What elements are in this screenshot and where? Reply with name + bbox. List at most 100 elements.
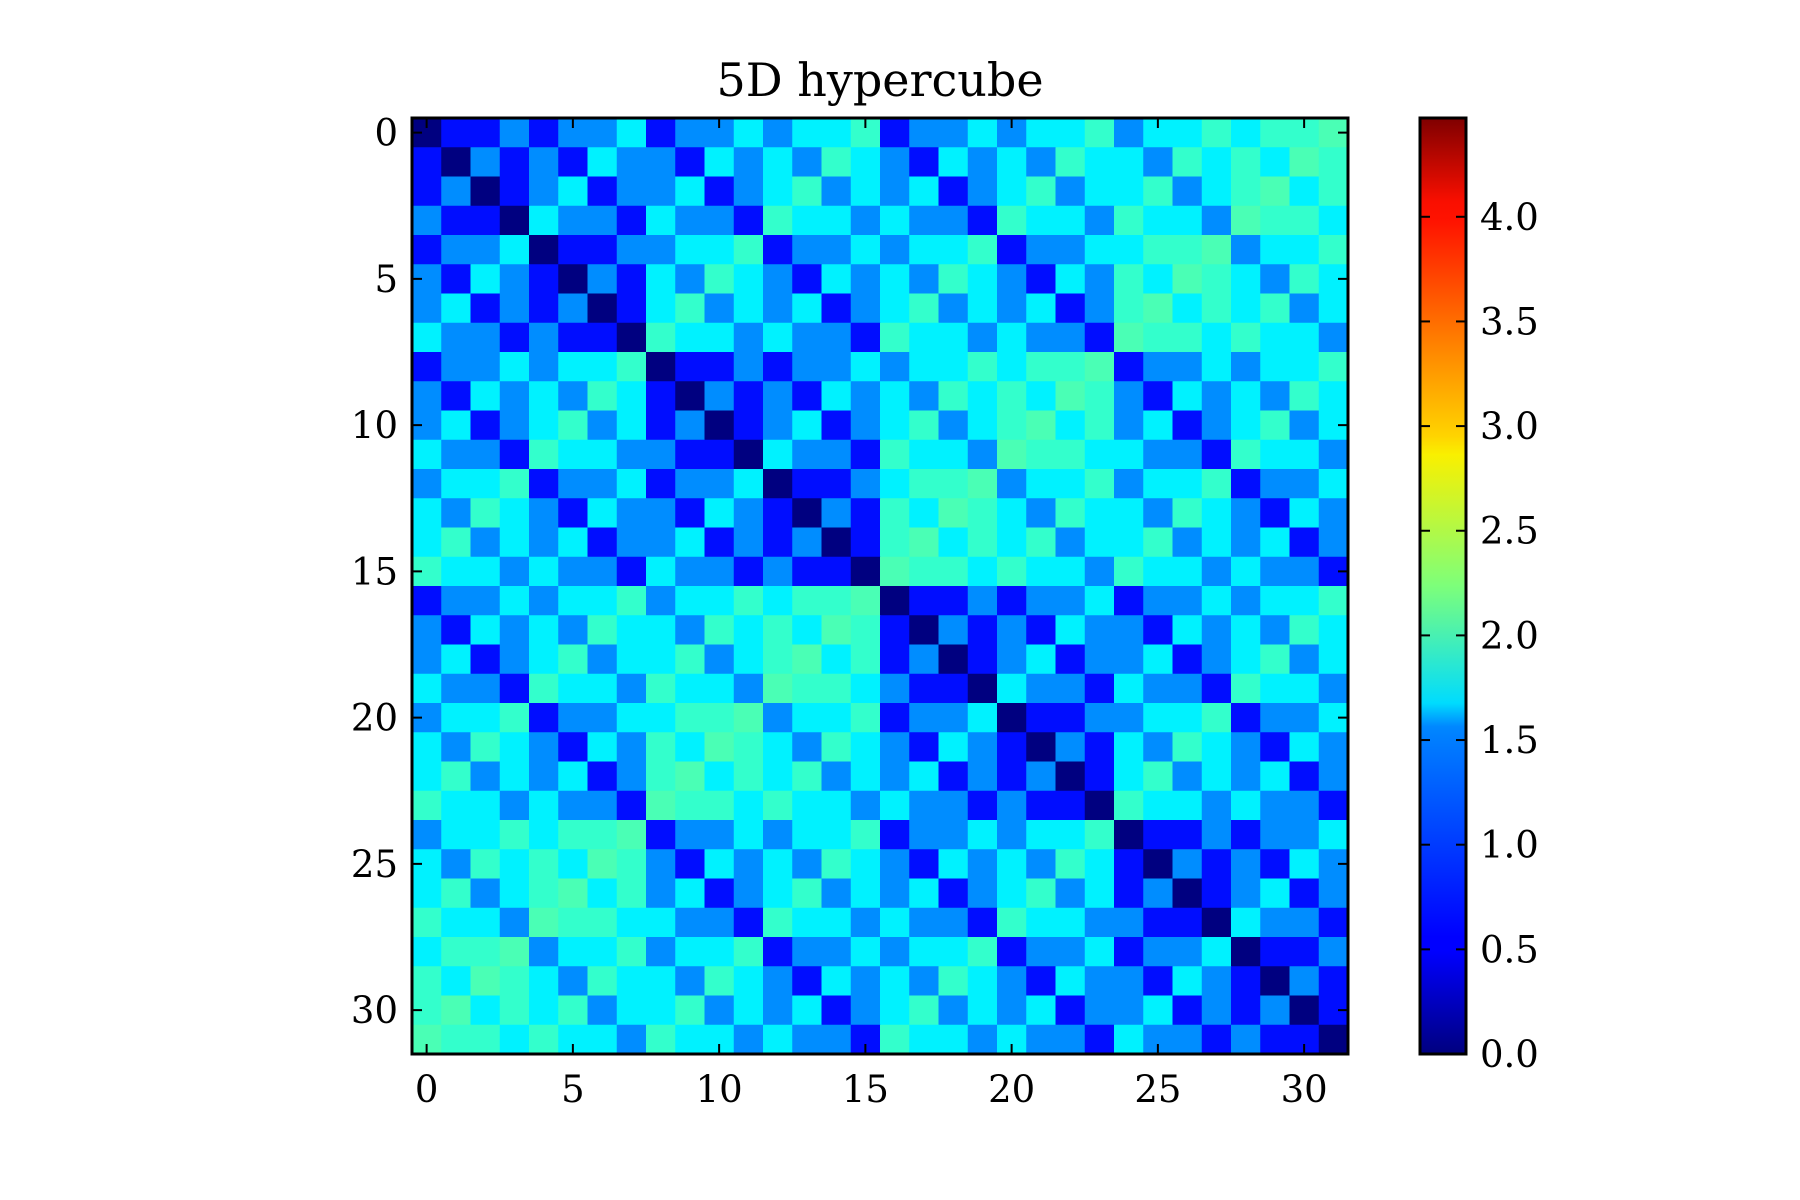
- heatmap-cell: [587, 615, 618, 646]
- heatmap-cell: [938, 732, 969, 763]
- heatmap-cell: [1318, 293, 1349, 324]
- heatmap-cell: [1055, 469, 1086, 499]
- heatmap-cell: [1318, 352, 1349, 382]
- heatmap-cell: [1084, 995, 1115, 1026]
- heatmap-cell: [1260, 966, 1291, 997]
- heatmap-cell: [1026, 732, 1057, 763]
- heatmap-cell: [616, 703, 647, 733]
- heatmap-cell: [441, 732, 472, 763]
- heatmap-cell: [792, 118, 823, 148]
- heatmap-cell: [558, 761, 589, 792]
- heatmap-cell: [675, 703, 706, 733]
- heatmap-cell: [938, 235, 969, 265]
- heatmap-cell: [1231, 673, 1261, 704]
- heatmap-cell: [558, 527, 589, 558]
- heatmap-cell: [1172, 527, 1203, 558]
- heatmap-cell: [529, 644, 559, 675]
- heatmap-cell: [616, 118, 647, 148]
- heatmap-cell: [1172, 439, 1203, 470]
- heatmap-cell: [587, 176, 618, 207]
- heatmap-cell: [1084, 878, 1115, 909]
- heatmap-cell: [1260, 235, 1291, 265]
- heatmap-cell: [470, 849, 501, 880]
- heatmap-cell: [470, 644, 501, 675]
- heatmap-cell: [1318, 381, 1349, 412]
- heatmap-cell: [646, 205, 676, 236]
- heatmap-cell: [1318, 907, 1349, 938]
- heatmap-cell: [763, 644, 793, 675]
- colorbar-frame: [1418, 116, 1468, 1056]
- heatmap-cell: [1026, 176, 1057, 207]
- heatmap-cell: [1260, 293, 1291, 324]
- heatmap-cell: [1055, 703, 1086, 733]
- heatmap-cell: [558, 907, 589, 938]
- heatmap-cell: [733, 410, 764, 441]
- heatmap-cell: [529, 703, 559, 733]
- heatmap-cell: [1114, 439, 1144, 470]
- heatmap-cell: [850, 615, 881, 646]
- heatmap-cell: [733, 556, 764, 587]
- heatmap-cell: [997, 352, 1027, 382]
- heatmap-cell: [967, 381, 998, 412]
- heatmap-cell: [704, 264, 735, 295]
- heatmap-cell: [880, 498, 910, 529]
- heatmap-cell: [763, 849, 793, 880]
- heatmap-cell: [1231, 235, 1261, 265]
- heatmap-cell: [763, 761, 793, 792]
- heatmap-cell: [1231, 878, 1261, 909]
- heatmap-cell: [1231, 322, 1261, 353]
- heatmap-cell: [1026, 907, 1057, 938]
- heatmap-cell: [470, 966, 501, 997]
- heatmap-cell: [1055, 439, 1086, 470]
- heatmap-cell: [1084, 439, 1115, 470]
- heatmap-cell: [938, 644, 969, 675]
- colorbar-tick-label: 4.0: [1480, 196, 1539, 239]
- heatmap-cell: [733, 703, 764, 733]
- heatmap-cell: [1084, 352, 1115, 382]
- heatmap-cell: [1201, 264, 1232, 295]
- heatmap-cell: [412, 322, 442, 353]
- heatmap-cell: [821, 381, 852, 412]
- heatmap-cell: [792, 381, 823, 412]
- heatmap-cell: [792, 966, 823, 997]
- heatmap-cell: [733, 527, 764, 558]
- heatmap-cell: [616, 790, 647, 821]
- heatmap-cell: [616, 205, 647, 236]
- heatmap-cell: [792, 703, 823, 733]
- heatmap-cell: [821, 703, 852, 733]
- heatmap-cell: [997, 907, 1027, 938]
- heatmap-cell: [938, 673, 969, 704]
- heatmap-cell: [763, 147, 793, 178]
- heatmap-cell: [1084, 937, 1115, 967]
- heatmap-cell: [792, 293, 823, 324]
- heatmap-cell: [938, 849, 969, 880]
- heatmap-cell: [1055, 381, 1086, 412]
- heatmap-cell: [763, 498, 793, 529]
- colorbar-tick-label: 3.5: [1480, 300, 1539, 343]
- heatmap-cell: [499, 586, 530, 616]
- heatmap-cell: [1026, 937, 1057, 967]
- heatmap-cell: [733, 673, 764, 704]
- heatmap-cell: [616, 556, 647, 587]
- heatmap-cell: [997, 586, 1027, 616]
- heatmap-cell: [880, 235, 910, 265]
- heatmap-cell: [675, 907, 706, 938]
- heatmap-cell: [1114, 1024, 1144, 1055]
- heatmap-cell: [967, 732, 998, 763]
- heatmap-cell: [880, 264, 910, 295]
- heatmap-cell: [997, 966, 1027, 997]
- heatmap-cell: [646, 790, 676, 821]
- heatmap-cell: [558, 352, 589, 382]
- heatmap-cell: [646, 118, 676, 148]
- heatmap-cell: [587, 673, 618, 704]
- heatmap-cell: [412, 235, 442, 265]
- heatmap-cell: [1260, 644, 1291, 675]
- heatmap-cell: [967, 644, 998, 675]
- y-tick-label: 5: [374, 258, 398, 301]
- heatmap-cell: [850, 790, 881, 821]
- heatmap-cell: [821, 439, 852, 470]
- heatmap-cell: [967, 937, 998, 967]
- heatmap-cell: [763, 469, 793, 499]
- heatmap-cell: [587, 322, 618, 353]
- heatmap-cell: [763, 352, 793, 382]
